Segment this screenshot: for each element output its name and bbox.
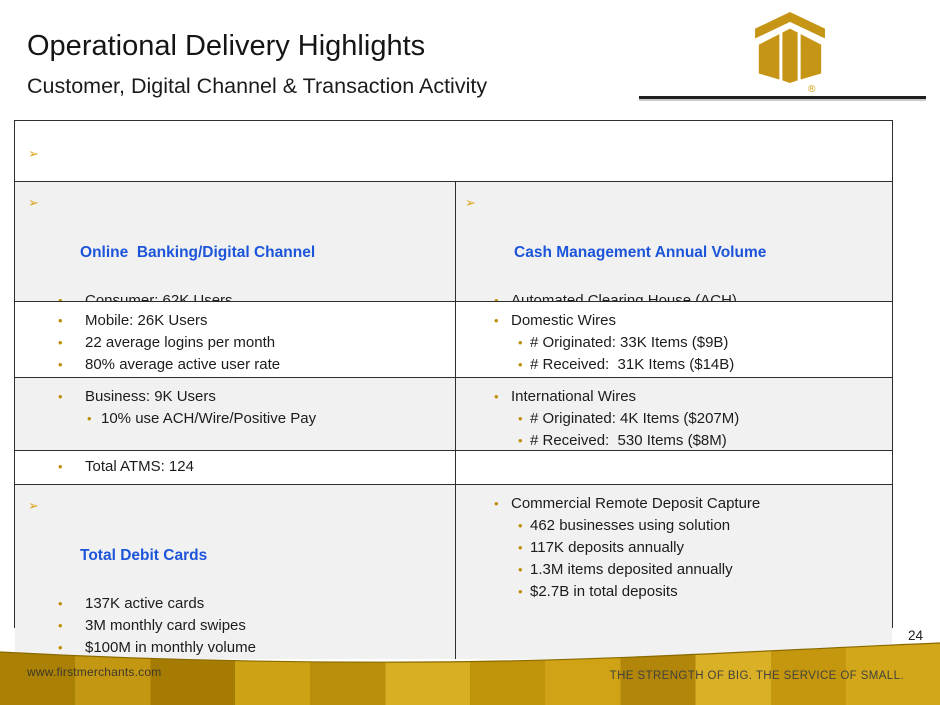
list-text: Commercial Remote Deposit Capture bbox=[511, 495, 761, 512]
list-item: ➢ Cash Management Annual Volume bbox=[456, 190, 886, 290]
section-heading: Total Debit Cards bbox=[80, 547, 208, 564]
bullet-icon: • bbox=[494, 389, 499, 404]
footer-band: www.firstmerchants.com THE STRENGTH OF B… bbox=[0, 641, 940, 705]
list-item: • # Originated: 33K Items ($9B) bbox=[456, 332, 886, 354]
list-text: 1.3M items deposited annually bbox=[530, 561, 733, 578]
list-item: • 462 businesses using solution bbox=[456, 515, 886, 537]
list-text: # Originated: 33K Items ($9B) bbox=[530, 334, 729, 351]
cell-international-wires: • International Wires • # Originated: 4K I… bbox=[455, 377, 892, 450]
list-text: 462 businesses using solution bbox=[530, 517, 731, 534]
list-item: • Commercial Remote Deposit Capture bbox=[456, 493, 886, 515]
list-text: # Originated: 4K Items ($207M) bbox=[530, 410, 740, 427]
list-item: ➢ Total Debit Cards bbox=[15, 493, 449, 593]
list-text: # Received: 530 Items ($8M) bbox=[530, 432, 727, 449]
list-item: • 1.3M items deposited annually bbox=[456, 559, 886, 581]
list-item: • $100M in monthly volume bbox=[15, 637, 449, 659]
list-text: Domestic Wires bbox=[511, 312, 617, 329]
bullet-icon: • bbox=[58, 290, 63, 312]
bullet-icon: • bbox=[58, 357, 63, 372]
bullet-icon: • bbox=[494, 313, 499, 328]
cell-total-atms: • Total ATMS: 124 bbox=[15, 450, 455, 484]
list-item: • 80% average active user rate bbox=[15, 354, 449, 376]
bullet-icon: • bbox=[518, 433, 523, 448]
bullet-icon: • bbox=[518, 584, 523, 599]
bullet-icon: • bbox=[58, 389, 63, 404]
list-item: • 117K deposits annually bbox=[456, 537, 886, 559]
bullet-icon: • bbox=[87, 411, 92, 426]
highlights-table: ➢ Retail Households: 145K ➢ Online Banki… bbox=[14, 120, 893, 659]
bullet-icon: • bbox=[58, 335, 63, 350]
cell-cash-management: ➢ Cash Management Annual Volume •Automat… bbox=[455, 181, 892, 353]
list-text: 137K active cards bbox=[85, 595, 205, 612]
list-item: • # Originated: 4K Items ($207M) bbox=[456, 408, 886, 430]
list-item: • 10% use ACH/Wire/Positive Pay bbox=[15, 408, 449, 430]
cell-domestic-wires: • Domestic Wires • # Originated: 33K Items… bbox=[455, 301, 892, 377]
cell-business-users: • Business: 9K Users • 10% use ACH/Wire/Po… bbox=[15, 377, 455, 450]
arrow-bullet-icon: ➢ bbox=[465, 196, 476, 211]
bullet-icon: • bbox=[518, 540, 523, 555]
bullet-icon: • bbox=[518, 411, 523, 426]
list-text: $2.7B in total deposits bbox=[530, 583, 678, 600]
bullet-icon: • bbox=[518, 562, 523, 577]
bullet-icon: • bbox=[58, 618, 63, 633]
bullet-icon: • bbox=[58, 313, 63, 328]
cell-commercial-rdc: • Commercial Remote Deposit Capture • 462 … bbox=[455, 484, 892, 659]
gold-wave-band bbox=[0, 642, 940, 705]
list-item: • Mobile: 26K Users bbox=[15, 310, 449, 332]
list-item: ➢ Online Banking/Digital Channel bbox=[15, 190, 449, 290]
list-text: 22 average logins per month bbox=[85, 334, 276, 351]
cell-retail-households: ➢ Retail Households: 145K bbox=[15, 121, 892, 212]
arrow-bullet-icon: ➢ bbox=[28, 147, 39, 162]
list-text: 10% use ACH/Wire/Positive Pay bbox=[101, 410, 317, 427]
arrow-bullet-icon: ➢ bbox=[28, 196, 39, 211]
list-text: 3M monthly card swipes bbox=[85, 617, 246, 634]
list-item: • $2.7B in total deposits bbox=[456, 581, 886, 603]
page-number: 24 bbox=[907, 628, 923, 643]
box-logo-icon: ® bbox=[755, 11, 825, 95]
footer-website: www.firstmerchants.com bbox=[27, 665, 162, 679]
cell-empty bbox=[455, 450, 892, 484]
list-text: International Wires bbox=[511, 388, 637, 405]
list-item: • International Wires bbox=[456, 386, 886, 408]
footer-tagline: THE STRENGTH OF BIG. THE SERVICE OF SMAL… bbox=[609, 670, 904, 682]
bullet-icon: • bbox=[494, 496, 499, 511]
bullet-icon: • bbox=[518, 335, 523, 350]
registered-mark: ® bbox=[807, 84, 817, 95]
page-title: Operational Delivery Highlights bbox=[27, 30, 426, 62]
list-item: • 3M monthly card swipes bbox=[15, 615, 449, 637]
list-text: $100M in monthly volume bbox=[85, 639, 256, 656]
list-item: • Domestic Wires bbox=[456, 310, 886, 332]
bullet-icon: • bbox=[58, 640, 63, 655]
list-text: 80% average active user rate bbox=[85, 356, 281, 373]
bullet-icon: • bbox=[518, 357, 523, 372]
list-item: • # Received: 530 Items ($8M) bbox=[456, 430, 886, 452]
list-text: Business: 9K Users bbox=[85, 388, 216, 405]
section-heading: Online Banking/Digital Channel bbox=[80, 244, 316, 261]
bullet-icon: • bbox=[494, 290, 499, 312]
list-text: Mobile: 26K Users bbox=[85, 312, 208, 329]
arrow-bullet-icon: ➢ bbox=[28, 499, 39, 514]
bullet-icon: • bbox=[518, 518, 523, 533]
logo-underline-rule bbox=[639, 96, 926, 99]
list-text: # Received: 31K Items ($14B) bbox=[530, 356, 735, 373]
cell-mobile: • Mobile: 26K Users • 22 average logins pe… bbox=[15, 301, 455, 377]
page-subtitle: Customer, Digital Channel & Transaction … bbox=[27, 74, 488, 98]
list-item: • Business: 9K Users bbox=[15, 386, 449, 408]
first-merchants-box-logo: ® bbox=[752, 8, 828, 98]
bullet-icon: • bbox=[58, 459, 63, 474]
list-item: • # Received: 31K Items ($14B) bbox=[456, 354, 886, 376]
cell-total-debit-cards: ➢ Total Debit Cards • 137K active cards •… bbox=[15, 484, 455, 659]
list-text: 117K deposits annually bbox=[530, 539, 684, 556]
list-item: • Total ATMS: 124 bbox=[15, 456, 449, 478]
section-heading: Cash Management Annual Volume bbox=[514, 244, 767, 261]
list-item: • 22 average logins per month bbox=[15, 332, 449, 354]
list-item: • 137K active cards bbox=[15, 593, 449, 615]
cell-online-banking: ➢ Online Banking/Digital Channel •Consum… bbox=[15, 181, 455, 375]
list-text: Total ATMS: 124 bbox=[85, 458, 194, 475]
bullet-icon: • bbox=[58, 596, 63, 611]
